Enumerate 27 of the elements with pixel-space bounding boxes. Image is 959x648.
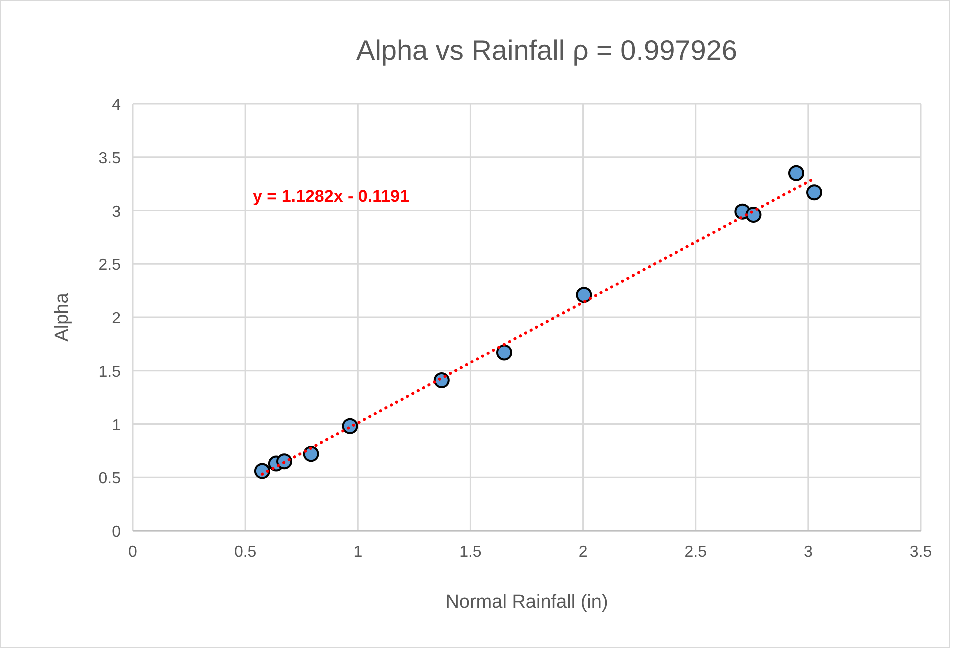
point	[806, 184, 823, 201]
x-tick-label: 0.5	[234, 544, 257, 561]
x-tick-label: 1	[354, 544, 363, 561]
y-tick-label: 2.5	[98, 257, 122, 274]
x-axis-title: Normal Rainfall (in)	[446, 592, 608, 613]
y-tick-label: 3.5	[98, 150, 122, 168]
x-tick-label: 3.5	[910, 544, 932, 561]
point	[496, 344, 512, 361]
x-tick-label: 2.5	[684, 544, 708, 561]
y-tick-label: 1	[112, 417, 122, 434]
point	[788, 165, 804, 182]
chart-title: Alpha vs Rainfall ρ = 0.997926	[356, 35, 738, 66]
x-tick-label: 2	[578, 544, 588, 561]
y-tick-label: 2	[112, 310, 122, 328]
y-tick-label: 1.5	[98, 364, 122, 381]
x-tick-label: 0	[128, 544, 138, 561]
y-axis-title: Alpha	[52, 292, 73, 342]
point	[342, 418, 358, 434]
y-tick-label: 3	[112, 204, 122, 221]
y-tick-label: 4	[112, 97, 122, 114]
x-tick-label: 3	[804, 544, 813, 561]
y-tick-label: 0.5	[98, 470, 122, 488]
annotation: y = 1.1282x - 0.1191	[253, 187, 410, 206]
y-tick-label: 0	[112, 524, 122, 541]
x-tick-label: 1.5	[460, 544, 482, 561]
point	[576, 287, 592, 304]
point	[303, 446, 320, 462]
